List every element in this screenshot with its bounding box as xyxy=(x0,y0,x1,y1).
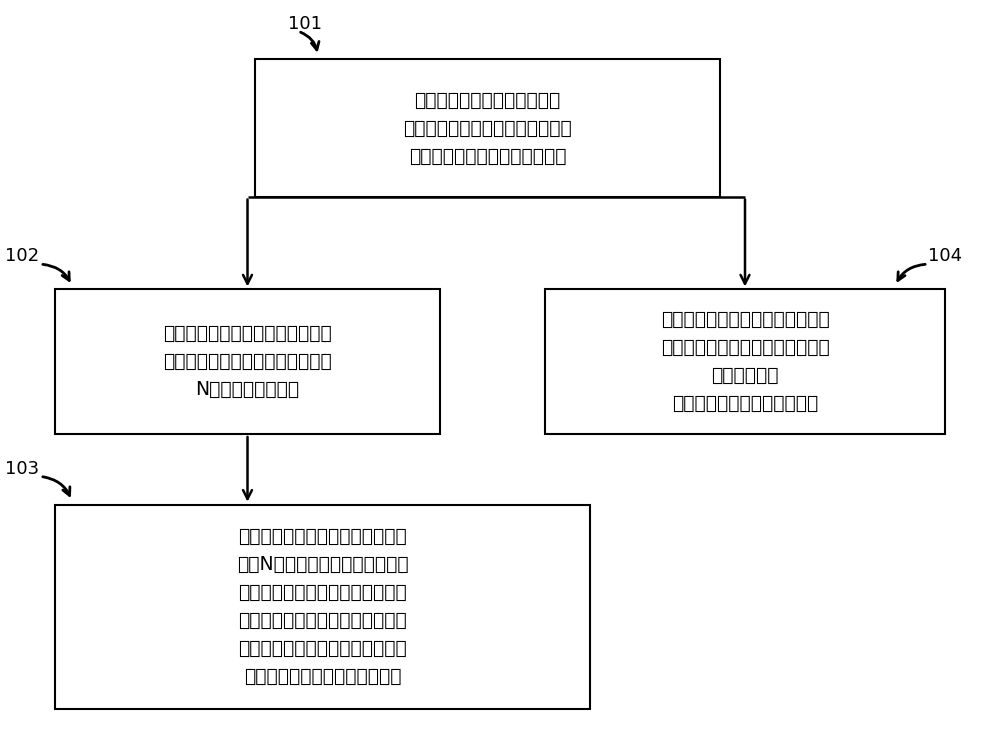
Text: 103: 103 xyxy=(5,460,39,478)
Text: 当所述当前数据包所属数据流不是
所述N个数据流中的一个时，根据
所述第二控制参数和第三控制参数
，参照核间切换策略，将进入所述
多处理器核系统中的数据流的数据
: 当所述当前数据包所属数据流不是 所述N个数据流中的一个时，根据 所述第二控制参数… xyxy=(237,527,408,686)
Text: 根据所述第四控制参数，参照核内
切换策略，将所述多处理器核系统
中的处理器核
在中断模式和轮询模式间切换: 根据所述第四控制参数，参照核内 切换策略，将所述多处理器核系统 中的处理器核 在… xyxy=(661,310,829,413)
Text: 根据所述第一控制参数，检测所述
当前数据包所属数据流是否为所述
N个数据流中的一个: 根据所述第一控制参数，检测所述 当前数据包所属数据流是否为所述 N个数据流中的一… xyxy=(163,324,332,399)
FancyBboxPatch shape xyxy=(55,289,440,434)
FancyBboxPatch shape xyxy=(545,289,945,434)
FancyArrowPatch shape xyxy=(898,264,925,280)
FancyBboxPatch shape xyxy=(255,59,720,197)
FancyArrowPatch shape xyxy=(301,32,319,50)
Text: 101: 101 xyxy=(288,15,322,33)
FancyArrowPatch shape xyxy=(43,264,69,280)
FancyArrowPatch shape xyxy=(43,477,70,496)
Text: 在多处理器核系统运行期间，
获取第一控制参数、第二控制参数
、第三控制参数和第四控制参数: 在多处理器核系统运行期间， 获取第一控制参数、第二控制参数 、第三控制参数和第四… xyxy=(403,91,572,165)
FancyBboxPatch shape xyxy=(55,505,590,709)
Text: 102: 102 xyxy=(5,247,39,265)
Text: 104: 104 xyxy=(928,247,962,265)
